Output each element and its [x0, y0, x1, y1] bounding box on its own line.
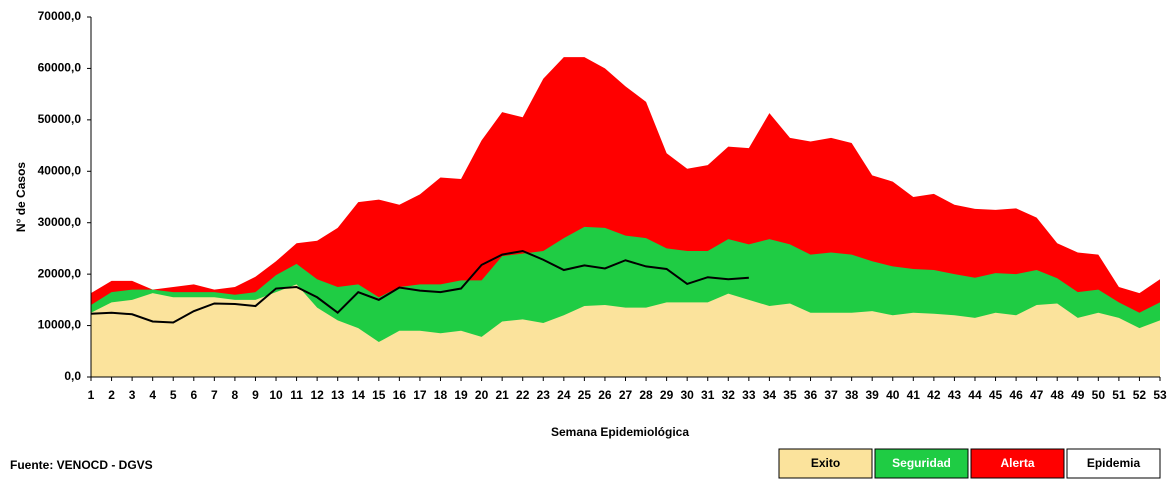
x-tick-label: 25	[578, 388, 592, 402]
x-tick-label: 46	[1009, 388, 1023, 402]
x-tick-label: 29	[660, 388, 674, 402]
legend-swatch	[874, 448, 969, 479]
x-tick-label: 36	[804, 388, 818, 402]
x-tick-label: 23	[537, 388, 551, 402]
y-tick-label: 60000,0	[38, 61, 82, 75]
x-tick-label: 47	[1030, 388, 1044, 402]
x-tick-label: 43	[948, 388, 962, 402]
line	[90, 249, 749, 324]
y-tick-label: 70000,0	[38, 9, 82, 23]
x-tick-label: 39	[866, 388, 880, 402]
x-tick-label: 10	[269, 388, 283, 402]
x-tick-label: 28	[639, 388, 653, 402]
x-tick-label: 37	[824, 388, 838, 402]
x-tick-label: 15	[372, 388, 386, 402]
x-tick-label: 33	[742, 388, 756, 402]
x-tick-label: 51	[1112, 388, 1126, 402]
x-tick-label: 4	[149, 388, 156, 402]
x-tick-label: 22	[516, 388, 530, 402]
x-tick-label: 42	[927, 388, 941, 402]
x-tick-label: 27	[619, 388, 633, 402]
x-tick-label: 18	[434, 388, 448, 402]
x-tick-label: 31	[701, 388, 715, 402]
x-tick-label: 5	[170, 388, 177, 402]
x-tick-label: 35	[783, 388, 797, 402]
legend-item: Exito	[778, 448, 873, 479]
x-tick-label: 24	[557, 388, 571, 402]
x-tick-label: 13	[331, 388, 345, 402]
x-tick-label: 41	[907, 388, 921, 402]
x-tick-label: 16	[393, 388, 407, 402]
x-tick-label: 9	[252, 388, 259, 402]
x-tick-label: 34	[763, 388, 777, 402]
x-tick-label: 8	[232, 388, 239, 402]
x-tick-label: 26	[598, 388, 612, 402]
legend-swatch	[778, 448, 873, 479]
x-tick-label: 3	[129, 388, 136, 402]
legend-item: Alerta	[970, 448, 1065, 479]
legend-swatch	[1066, 448, 1161, 479]
x-tick-label: 17	[413, 388, 427, 402]
x-tick-label: 38	[845, 388, 859, 402]
x-tick-label: 44	[968, 388, 982, 402]
x-tick-label: 7	[211, 388, 218, 402]
x-tick-label: 32	[722, 388, 736, 402]
x-tick-label: 45	[989, 388, 1003, 402]
x-tick-label: 21	[495, 388, 509, 402]
x-tick-label: 19	[454, 388, 468, 402]
y-tick-label: 0,0	[64, 369, 81, 383]
y-tick-label: 10000,0	[38, 318, 82, 332]
y-tick-label: 40000,0	[38, 163, 82, 177]
x-tick-label: 1	[88, 388, 95, 402]
x-tick-label: 53	[1153, 388, 1167, 402]
x-tick-label: 30	[680, 388, 694, 402]
x-tick-label: 49	[1071, 388, 1085, 402]
area	[91, 284, 1160, 377]
y-tick-label: 30000,0	[38, 215, 82, 229]
x-tick-label: 6	[190, 388, 197, 402]
legend-label: Exito	[811, 456, 840, 470]
y-tick-label: 20000,0	[38, 266, 82, 280]
x-tick-label: 20	[475, 388, 489, 402]
source-note: Fuente: VENOCD - DGVS	[10, 458, 153, 472]
legend-swatch	[970, 448, 1065, 479]
legend-item: Epidemia	[1066, 448, 1161, 479]
x-tick-label: 2	[108, 388, 115, 402]
x-axis-title: Semana Epidemiológica	[551, 425, 689, 439]
legend-label: Alerta	[1000, 456, 1034, 470]
y-axis-title: N° de Casos	[14, 162, 28, 232]
x-tick-label: 48	[1051, 388, 1065, 402]
y-tick-label: 50000,0	[38, 112, 82, 126]
x-tick-label: 12	[310, 388, 324, 402]
legend-label: Epidemia	[1087, 456, 1141, 470]
x-tick-label: 11	[290, 388, 303, 402]
x-tick-label: 40	[886, 388, 900, 402]
legend-label: Seguridad	[892, 456, 951, 470]
x-tick-label: 50	[1092, 388, 1106, 402]
x-tick-label: 14	[352, 388, 366, 402]
x-tick-label: 52	[1133, 388, 1147, 402]
legend-item: Seguridad	[874, 448, 969, 479]
